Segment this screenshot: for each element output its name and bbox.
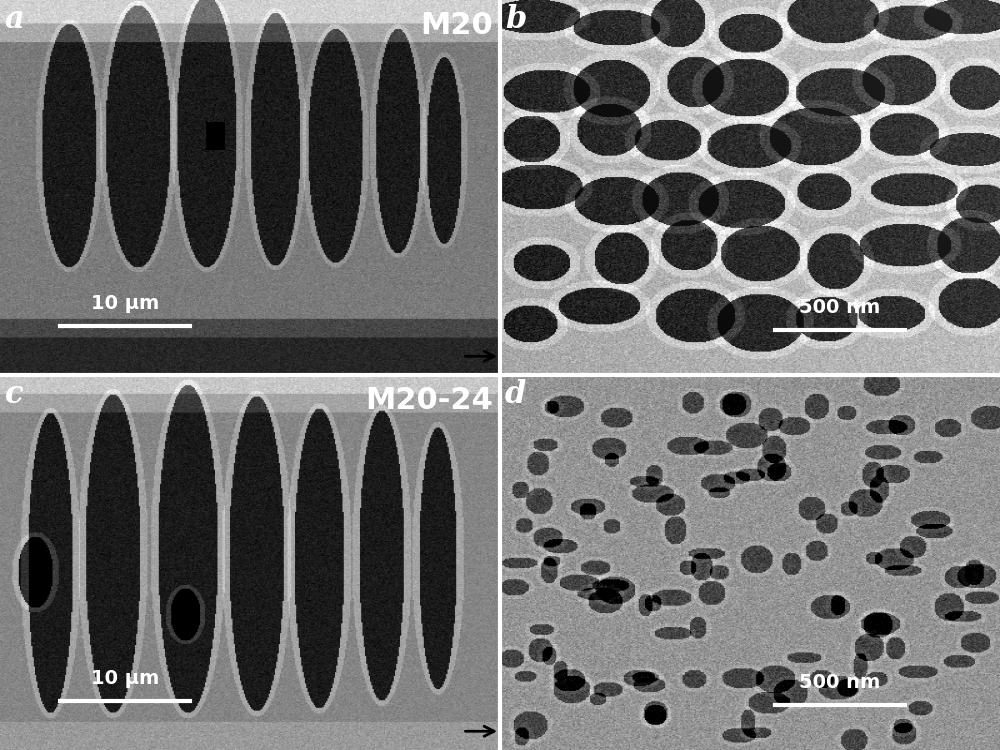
- Text: c: c: [5, 379, 24, 410]
- Text: 500 nm: 500 nm: [799, 298, 881, 316]
- Text: M20: M20: [420, 11, 493, 40]
- Text: b: b: [505, 4, 526, 34]
- Text: d: d: [505, 379, 526, 410]
- Text: 10 μm: 10 μm: [91, 669, 159, 688]
- Text: 500 nm: 500 nm: [799, 673, 881, 692]
- Text: 10 μm: 10 μm: [91, 294, 159, 314]
- Text: M20-24: M20-24: [365, 386, 493, 416]
- Text: a: a: [5, 4, 25, 34]
